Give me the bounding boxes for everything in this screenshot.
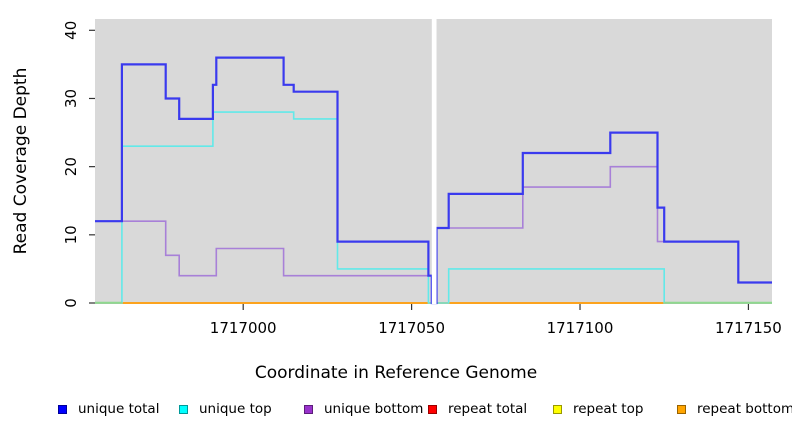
legend-swatch-unique-total (58, 404, 67, 414)
x-axis-tick-label: 1717100 (547, 319, 614, 337)
legend-swatch-unique-bottom (304, 404, 313, 414)
x-axis-tick-label: 1717000 (210, 319, 277, 337)
legend-swatch-repeat-bottom (677, 404, 686, 414)
legend-label: repeat top (573, 401, 644, 417)
y-axis-tick-label: 10 (62, 225, 80, 244)
legend-item-repeat-top: repeat top (553, 401, 643, 417)
y-axis-tick-label: 0 (62, 298, 80, 308)
y-axis-tick-label: 30 (62, 89, 80, 108)
legend-swatch-repeat-total (428, 404, 437, 414)
legend-label: repeat total (448, 401, 528, 417)
legend-item-unique-bottom: unique bottom (304, 401, 423, 417)
legend-label: repeat bottom (697, 401, 792, 417)
legend-item-repeat-total: repeat total (428, 401, 527, 417)
legend-swatch-repeat-top (553, 404, 562, 414)
legend-label: unique bottom (324, 401, 424, 417)
legend-item-repeat-bottom: repeat bottom (677, 401, 792, 417)
x-axis-tick-label: 1717150 (715, 319, 782, 337)
x-axis-title: Coordinate in Reference Genome (254, 363, 538, 383)
y-axis-tick-label: 20 (62, 157, 80, 176)
no-data-gap-band (431, 19, 437, 304)
legend-item-unique-total: unique total (58, 401, 159, 417)
y-axis-title: Read Coverage Depth (11, 67, 31, 255)
legend-label: unique top (199, 401, 272, 417)
legend: unique total unique top unique bottom re… (0, 398, 792, 422)
series-unique-total-line (95, 56, 772, 305)
legend-label: unique total (78, 401, 160, 417)
y-axis-tick-label: 40 (62, 21, 80, 40)
x-axis-tick-label: 1717050 (378, 319, 445, 337)
legend-swatch-unique-top (179, 404, 188, 414)
legend-item-unique-top: unique top (179, 401, 272, 417)
